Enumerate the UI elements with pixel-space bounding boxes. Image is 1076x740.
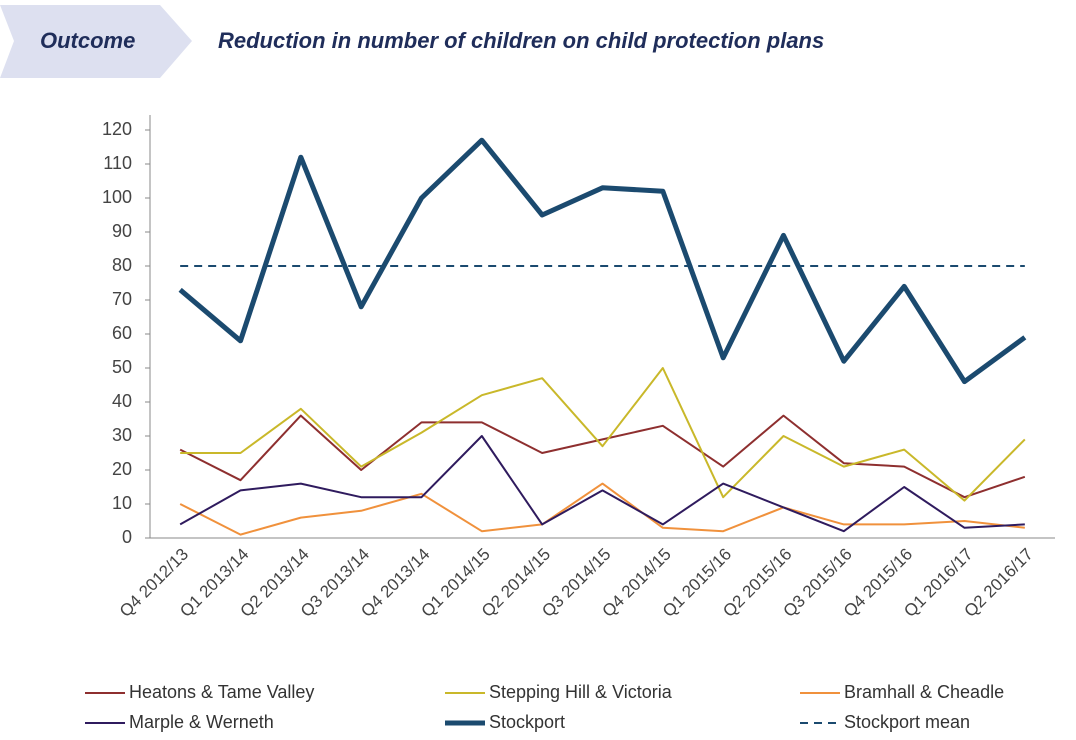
- y-tick-label: 120: [102, 119, 132, 139]
- legend-label: Heatons & Tame Valley: [129, 682, 314, 702]
- series-line: [180, 367, 1026, 502]
- y-tick-label: 10: [112, 493, 132, 513]
- y-tick-label: 30: [112, 425, 132, 445]
- y-tick-label: 20: [112, 459, 132, 479]
- y-tick-label: 0: [122, 527, 132, 547]
- y-tick-label: 110: [103, 153, 132, 173]
- legend-label: Bramhall & Cheadle: [844, 682, 1004, 702]
- series-line: [179, 482, 1025, 536]
- legend-label: Marple & Werneth: [129, 712, 274, 732]
- y-tick-label: 100: [102, 187, 132, 207]
- y-tick-label: 50: [112, 357, 132, 377]
- header-tag: Outcome: [40, 28, 135, 53]
- legend-label: Stockport mean: [844, 712, 970, 732]
- legend-label: Stepping Hill & Victoria: [489, 682, 673, 702]
- chart-title: Reduction in number of children on child…: [218, 28, 824, 53]
- series-line: [179, 414, 1026, 499]
- y-tick-label: 70: [112, 289, 132, 309]
- y-tick-label: 40: [112, 391, 132, 411]
- y-tick-label: 80: [112, 255, 132, 275]
- series-line: [179, 435, 1025, 533]
- legend-label: Stockport: [489, 712, 565, 732]
- y-tick-label: 60: [112, 323, 132, 343]
- series-line: [178, 137, 1027, 385]
- y-tick-label: 90: [112, 221, 132, 241]
- header-chevron: [0, 5, 192, 78]
